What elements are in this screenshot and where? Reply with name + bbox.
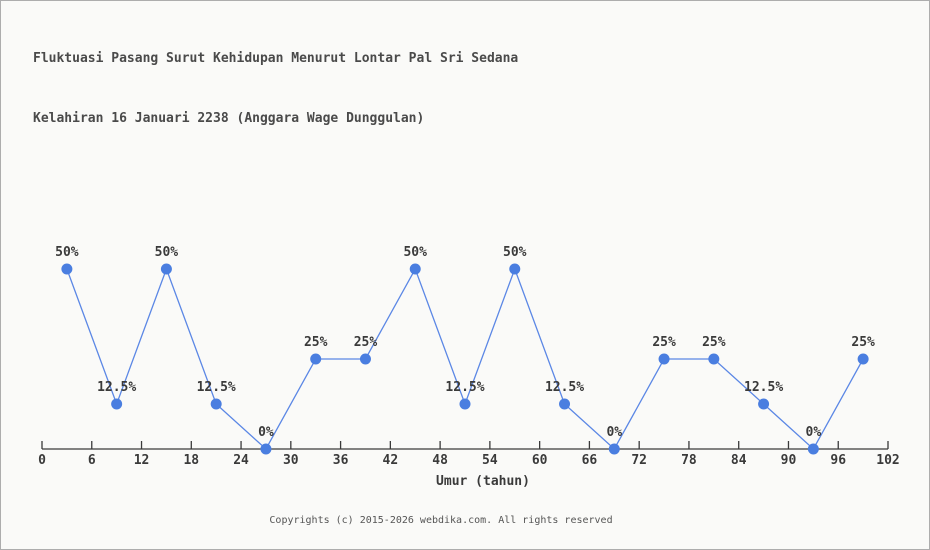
data-point-label: 12.5%	[445, 380, 484, 395]
data-point-label: 25%	[304, 335, 328, 350]
x-tick-label: 60	[532, 453, 548, 468]
data-point-label: 12.5%	[744, 380, 783, 395]
x-tick-label: 48	[432, 453, 448, 468]
x-tick-label: 90	[781, 453, 797, 468]
data-point-marker	[459, 398, 471, 410]
data-point-label: 12.5%	[545, 380, 584, 395]
data-point-label: 50%	[55, 245, 79, 260]
data-point-marker	[857, 353, 869, 365]
x-tick-label: 78	[681, 453, 697, 468]
x-tick-label: 18	[183, 453, 199, 468]
x-tick-label: 84	[731, 453, 747, 468]
data-point-label: 12.5%	[197, 380, 236, 395]
x-tick-label: 66	[582, 453, 598, 468]
x-tick-label: 72	[631, 453, 647, 468]
x-tick-label: 24	[233, 453, 249, 468]
x-tick-label: 96	[830, 453, 846, 468]
data-point-marker	[559, 398, 571, 410]
x-tick-label: 42	[383, 453, 399, 468]
x-tick-label: 30	[283, 453, 299, 468]
data-point-marker	[758, 398, 770, 410]
data-point-label: 25%	[851, 335, 875, 350]
data-point-marker	[111, 398, 123, 410]
data-point-marker	[409, 263, 421, 275]
x-tick-label: 36	[333, 453, 349, 468]
data-point-label: 25%	[702, 335, 726, 350]
data-point-marker	[310, 353, 322, 365]
chart-title: Fluktuasi Pasang Surut Kehidupan Menurut…	[33, 9, 518, 169]
series-line	[66, 267, 864, 451]
x-tick-label: 12	[134, 453, 150, 468]
data-point-label: 12.5%	[97, 380, 136, 395]
data-point-marker	[61, 263, 73, 275]
data-point-marker	[807, 443, 819, 455]
data-point-label: 50%	[403, 245, 427, 260]
data-point-label: 0%	[806, 425, 822, 440]
data-point-label: 0%	[258, 425, 274, 440]
data-point-marker	[260, 443, 272, 455]
data-point-marker	[708, 353, 720, 365]
chart-title-line1: Fluktuasi Pasang Surut Kehidupan Menurut…	[33, 51, 519, 66]
data-point-label: 0%	[606, 425, 622, 440]
x-tick-label: 6	[88, 453, 96, 468]
copyright-footer: Copyrights (c) 2015-2026 webdika.com. Al…	[269, 515, 613, 526]
chart-title-line2: Kelahiran 16 Januari 2238 (Anggara Wage …	[33, 111, 425, 126]
x-tick-label: 54	[482, 453, 498, 468]
data-point-label: 25%	[652, 335, 676, 350]
data-point-marker	[210, 398, 222, 410]
x-axis-title: Umur (tahun)	[436, 474, 530, 489]
x-tick-label: 102	[876, 453, 899, 468]
data-point-marker	[608, 443, 620, 455]
data-point-marker	[509, 263, 521, 275]
data-point-label: 50%	[503, 245, 527, 260]
data-point-label: 25%	[354, 335, 378, 350]
data-point-marker	[359, 353, 371, 365]
data-point-marker	[160, 263, 172, 275]
data-point-marker	[658, 353, 670, 365]
x-tick-label: 0	[38, 453, 46, 468]
data-point-label: 50%	[155, 245, 179, 260]
